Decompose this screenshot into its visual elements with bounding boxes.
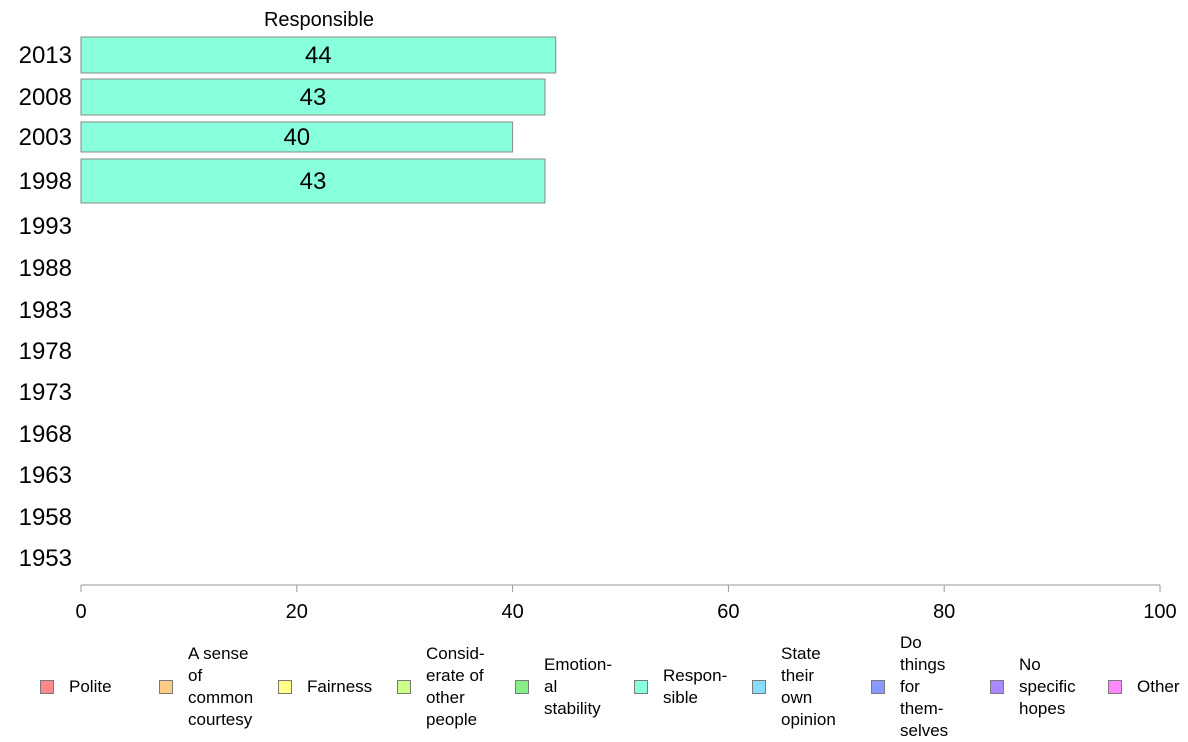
bar-2003: [80, 121, 514, 153]
x-tick-label: 60: [717, 601, 739, 623]
legend-label: Consid- erate of other people: [426, 644, 485, 729]
legend-swatch: [752, 680, 766, 694]
legend-label: A sense of common courtesy: [188, 644, 254, 729]
legend-swatch: [397, 680, 411, 694]
legend-swatch: [515, 680, 529, 694]
data-label-2003: 40: [283, 124, 310, 151]
data-label-2013: 44: [305, 42, 332, 69]
data-label-1998: 43: [300, 168, 327, 195]
legend-swatch: [159, 680, 173, 694]
legend-swatch: [1108, 680, 1122, 694]
bar-chart: Responsible 2013 2008 2003 1998 1993 1988 1983…: [19, 9, 1177, 623]
legend-label: No specific hopes: [1019, 655, 1076, 718]
x-tick-label: 40: [501, 601, 523, 623]
year-label-1963: 1963: [19, 462, 72, 489]
legend-label: Do things for them- selves: [900, 633, 949, 740]
x-axis: 0 20 40 60 80 100: [75, 584, 1177, 623]
year-label-2008: 2008: [19, 84, 72, 111]
year-label-1973: 1973: [19, 379, 72, 406]
legend-label: Fairness: [307, 677, 373, 696]
chart-title: Responsible: [264, 9, 374, 31]
year-label-1983: 1983: [19, 297, 72, 324]
legend-label: Emotion- al stability: [544, 655, 613, 718]
legend-label: Respon- sible: [663, 666, 728, 707]
x-tick-label: 0: [75, 601, 86, 623]
year-label-2003: 2003: [19, 124, 72, 151]
bar-2013: [80, 36, 557, 74]
x-tick-label: 100: [1143, 601, 1176, 623]
data-label-2008: 43: [300, 84, 327, 111]
year-label-1953: 1953: [19, 545, 72, 572]
legend-swatch: [278, 680, 292, 694]
legend-swatch: [634, 680, 648, 694]
legend-label: Polite: [69, 677, 112, 696]
legend-label: Other: [1137, 677, 1180, 696]
year-label-1978: 1978: [19, 338, 72, 365]
legend-swatch: [990, 680, 1004, 694]
year-label-1988: 1988: [19, 255, 72, 282]
year-label-2013: 2013: [19, 42, 72, 69]
year-label-1968: 1968: [19, 421, 72, 448]
year-label-1958: 1958: [19, 504, 72, 531]
x-tick-label: 20: [286, 601, 308, 623]
legend-swatch: [40, 680, 54, 694]
bar-1998: [80, 158, 546, 204]
year-label-1993: 1993: [19, 213, 72, 240]
legend: Polite A sense of common courtesy Fairness…: [0, 633, 1188, 740]
bar-2008: [80, 78, 546, 116]
legend-label: State their own opinion: [781, 644, 836, 729]
year-label-1998: 1998: [19, 168, 72, 195]
legend-swatch: [871, 680, 885, 694]
x-tick-label: 80: [933, 601, 955, 623]
